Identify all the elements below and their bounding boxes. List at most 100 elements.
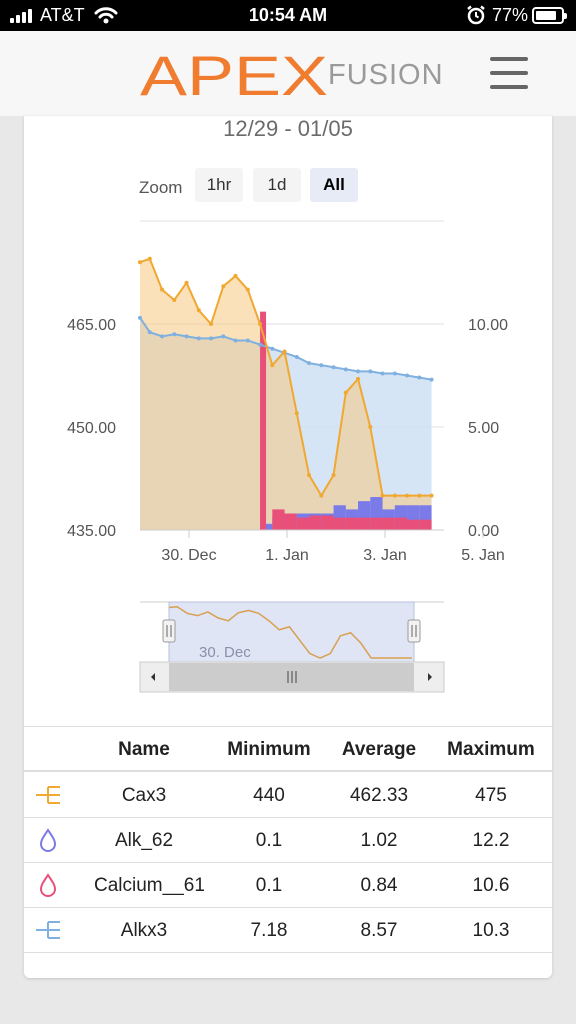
status-bar: AT&T 10:54 AM 77% bbox=[0, 0, 576, 31]
data-point bbox=[392, 493, 397, 498]
navigator-selection[interactable] bbox=[168, 601, 415, 663]
drop-icon bbox=[39, 873, 57, 897]
cell-min: 0.1 bbox=[255, 830, 283, 851]
alarm-icon bbox=[467, 5, 485, 25]
cell-min: 440 bbox=[253, 785, 285, 806]
data-point bbox=[221, 334, 226, 339]
navigator-right-handle[interactable] bbox=[407, 619, 421, 643]
header-maximum: Maximum bbox=[447, 739, 535, 760]
data-point bbox=[380, 371, 385, 376]
data-point bbox=[196, 336, 201, 341]
y-left-tick-label: 450.00 bbox=[67, 420, 116, 437]
data-point bbox=[270, 346, 275, 351]
data-point bbox=[172, 332, 177, 337]
data-point bbox=[319, 493, 324, 498]
svg-text:APEX: APEX bbox=[140, 51, 328, 97]
bar-calcium-61 bbox=[419, 519, 432, 530]
cell-max: 10.6 bbox=[472, 875, 510, 896]
table-row[interactable]: Calcium__61 0.1 0.84 10.6 bbox=[24, 863, 552, 908]
data-point bbox=[405, 373, 410, 378]
data-point bbox=[392, 371, 397, 376]
table-row[interactable]: Alk_62 0.1 1.02 12.2 bbox=[24, 818, 552, 863]
cell-name: Alk_62 bbox=[114, 830, 174, 851]
scroll-left-arrow-icon[interactable] bbox=[151, 673, 155, 681]
data-point bbox=[282, 349, 287, 354]
navigator-left-handle[interactable] bbox=[162, 619, 176, 643]
hamburger-menu-button[interactable] bbox=[490, 55, 530, 91]
data-point bbox=[368, 425, 373, 429]
cell-avg: 0.84 bbox=[360, 875, 398, 896]
fusion-logo-text: FUSION bbox=[328, 59, 444, 91]
app-header: APEX FUSION bbox=[0, 31, 576, 116]
table-row[interactable]: Cax3 440 462.33 475 bbox=[24, 773, 552, 818]
data-point bbox=[258, 342, 263, 347]
data-point bbox=[147, 330, 152, 335]
cell-avg: 462.33 bbox=[349, 785, 409, 806]
data-point bbox=[196, 308, 201, 313]
zoom-1d-button[interactable]: 1d bbox=[253, 168, 301, 202]
data-point bbox=[429, 493, 434, 498]
zoom-all-button[interactable]: All bbox=[310, 168, 358, 202]
data-point bbox=[417, 375, 422, 380]
bar-calcium-61 bbox=[345, 517, 359, 530]
table-row[interactable]: Alkx3 7.18 8.57 10.3 bbox=[24, 908, 552, 953]
data-point bbox=[294, 411, 299, 416]
bar-calcium-61 bbox=[309, 515, 322, 530]
data-point bbox=[184, 280, 189, 285]
y-right-tick-label: 0.00 bbox=[468, 523, 499, 540]
signal-icon bbox=[10, 9, 36, 23]
data-point bbox=[429, 377, 434, 382]
data-point bbox=[172, 297, 177, 302]
zoom-1hr-button[interactable]: 1hr bbox=[195, 168, 243, 202]
cell-min: 7.18 bbox=[250, 920, 288, 941]
data-point bbox=[368, 369, 373, 374]
bar-calcium-61 bbox=[407, 519, 420, 530]
scroll-right-arrow-icon[interactable] bbox=[428, 673, 432, 681]
probe-icon bbox=[36, 786, 60, 804]
data-point bbox=[209, 322, 214, 326]
y-left-tick-label: 465.00 bbox=[67, 317, 116, 334]
cell-name: Cax3 bbox=[121, 785, 167, 806]
drop-icon bbox=[39, 828, 57, 852]
bar-calcium-61 bbox=[370, 517, 383, 530]
data-point bbox=[233, 338, 238, 343]
data-point bbox=[160, 334, 165, 339]
data-point bbox=[294, 354, 299, 359]
data-point bbox=[209, 336, 214, 341]
table-header: Name Minimum Average Maximum bbox=[24, 726, 552, 772]
bar-calcium-61 bbox=[272, 509, 285, 530]
data-point bbox=[417, 493, 422, 498]
x-tick-label: 3. Jan bbox=[363, 547, 407, 564]
data-point bbox=[307, 361, 312, 366]
y-right-tick-label: 5.00 bbox=[468, 420, 499, 437]
data-point bbox=[258, 322, 263, 326]
probe-icon bbox=[36, 921, 60, 939]
clock: 10:54 AM bbox=[248, 5, 328, 25]
data-point bbox=[138, 260, 142, 265]
navigator-series bbox=[168, 605, 412, 659]
navigator-date-label: 30. Dec bbox=[199, 644, 251, 661]
data-point bbox=[331, 473, 336, 478]
x-tick-label: 1. Jan bbox=[265, 547, 309, 564]
chart[interactable]: 465.00 450.00 435.00 10.00 5.00 0.00 30. Dec 1.… bbox=[24, 116, 552, 716]
bar-calcium-61 bbox=[358, 517, 371, 530]
data-point bbox=[184, 334, 189, 339]
data-point bbox=[160, 287, 165, 292]
cell-avg: 1.02 bbox=[360, 830, 398, 851]
cell-name: Calcium__61 bbox=[94, 875, 205, 896]
data-point bbox=[307, 473, 312, 478]
bar-calcium-61 bbox=[321, 515, 334, 530]
apex-logo: APEX bbox=[140, 51, 328, 97]
battery-percent: 77% bbox=[491, 5, 528, 25]
data-point bbox=[405, 493, 410, 498]
data-point bbox=[270, 363, 275, 368]
y-left-tick-label: 435.00 bbox=[67, 523, 116, 540]
data-point bbox=[380, 493, 385, 498]
data-point bbox=[221, 284, 226, 289]
zoom-label: Zoom bbox=[139, 178, 183, 197]
data-point bbox=[245, 287, 250, 292]
bar-alk-62 bbox=[260, 523, 273, 530]
data-point bbox=[343, 390, 348, 395]
data-point bbox=[147, 256, 152, 261]
y-right-tick-label: 10.00 bbox=[468, 317, 508, 334]
